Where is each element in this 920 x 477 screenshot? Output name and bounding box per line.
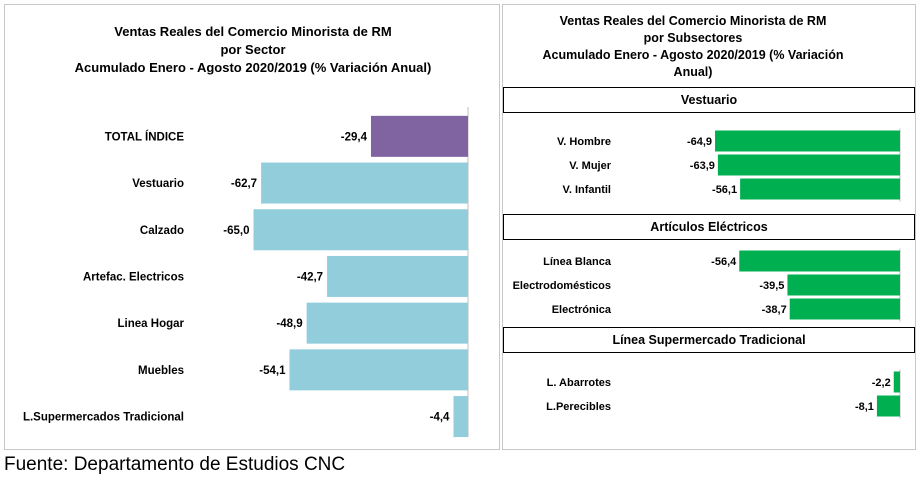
sector-chart-panel: Ventas Reales del Comercio Minorista de … xyxy=(4,4,500,450)
subsector-category-label: L. Abarrotes xyxy=(547,377,611,389)
sector-value-label: -48,9 xyxy=(276,318,302,330)
sector-category-label: Linea Hogar xyxy=(118,318,185,330)
sector-bar xyxy=(289,349,468,391)
sector-value-label: -65,0 xyxy=(223,225,249,237)
sector-value-label: -29,4 xyxy=(341,131,368,143)
subsector-bar xyxy=(893,371,900,393)
subsector-value-label: -56,1 xyxy=(712,184,737,196)
sector-bar xyxy=(306,302,468,344)
subsector-value-label: -63,9 xyxy=(690,160,715,172)
subsector-value-label: -8,1 xyxy=(855,401,874,413)
subsector-category-label: V. Infantil xyxy=(563,184,612,196)
subsector-value-label: -2,2 xyxy=(872,377,891,389)
sector-title-line-2: por Sector xyxy=(220,42,286,57)
subsector-value-label: -39,5 xyxy=(759,280,784,292)
subsector-title-line-4: Anual) xyxy=(673,65,713,79)
sector-category-label: Artefac. Electricos xyxy=(83,271,184,283)
subsector-category-label: Electrónica xyxy=(552,304,612,316)
group-header-supermercado-tradicional: Línea Supermercado Tradicional xyxy=(503,327,915,353)
sector-bar xyxy=(261,162,468,204)
sector-title-line-1: Ventas Reales del Comercio Minorista de … xyxy=(114,24,392,39)
subsector-category-label: V. Hombre xyxy=(557,136,611,148)
subsector-bar xyxy=(740,178,900,200)
sector-value-label: -54,1 xyxy=(259,365,286,377)
subsector-value-label: -64,9 xyxy=(687,136,712,148)
subsector-chart-title: Ventas Reales del Comercio Minorista de … xyxy=(523,13,863,81)
sector-bar xyxy=(370,115,468,157)
sector-value-label: -62,7 xyxy=(231,178,257,190)
sector-category-label: L.Supermercados Tradicional xyxy=(23,412,184,424)
group-header-articulos-electricos: Artículos Eléctricos xyxy=(503,214,915,240)
sector-bar xyxy=(453,396,468,438)
sector-title-line-3: Acumulado Enero - Agosto 2020/2019 (% Va… xyxy=(74,60,432,75)
subsector-chart-panel: Ventas Reales del Comercio Minorista de … xyxy=(502,4,916,450)
subsector-value-label: -56,4 xyxy=(711,256,737,268)
sector-category-label: Muebles xyxy=(138,365,184,377)
subsector-bar xyxy=(787,274,900,296)
sector-bar xyxy=(327,255,468,297)
subsector-category-label: V. Mujer xyxy=(569,160,611,172)
subsector-bar xyxy=(715,130,900,152)
subsector-bar xyxy=(876,395,900,417)
sector-chart-title: Ventas Reales del Comercio Minorista de … xyxy=(5,23,501,77)
subsector-title-line-1: Ventas Reales del Comercio Minorista de … xyxy=(559,14,827,28)
sector-value-label: -4,4 xyxy=(430,412,450,424)
subsector-bar xyxy=(739,250,900,272)
subsector-category-label: Línea Blanca xyxy=(543,256,612,268)
sector-value-label: -42,7 xyxy=(297,271,323,283)
group-header-vestuario: Vestuario xyxy=(503,87,915,113)
sector-category-label: Calzado xyxy=(140,225,184,237)
subsector-value-label: -38,7 xyxy=(762,304,787,316)
sector-bar xyxy=(253,209,468,251)
subsector-title-line-2: por Subsectores xyxy=(643,31,743,45)
subsector-title-line-3: Acumulado Enero - Agosto 2020/2019 (% Va… xyxy=(542,48,844,62)
subsector-bar-chart: -64,9 V. Hombre -63,9 V. Mujer -56,1 V. Infan… xyxy=(513,128,901,419)
subsector-category-label: L.Perecibles xyxy=(546,401,611,413)
subsector-category-label: Electrodomésticos xyxy=(513,280,611,292)
subsector-bar xyxy=(789,298,900,320)
subsector-bar xyxy=(717,154,900,176)
source-note: Fuente: Departamento de Estudios CNC xyxy=(4,454,346,475)
sector-category-label: Vestuario xyxy=(132,178,184,190)
sector-category-label: TOTAL ÍNDICE xyxy=(105,130,185,143)
sector-bar-chart: -29,4 TOTAL ÍNDICE -62,7 Vestuario -65,0 Calz… xyxy=(23,107,469,438)
